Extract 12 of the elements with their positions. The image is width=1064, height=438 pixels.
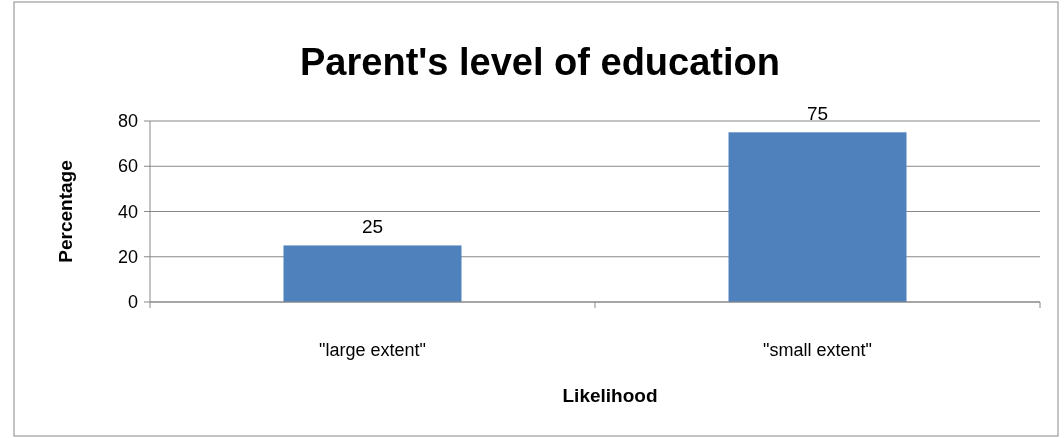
y-tick-label: 20	[117, 246, 138, 267]
data-label: 75	[806, 103, 829, 125]
x-axis-title: Likelihood	[562, 385, 658, 406]
y-axis-title: Percentage	[55, 160, 76, 263]
data-label: 25	[361, 216, 384, 238]
y-tick-label: 60	[117, 156, 138, 177]
x-tick-label: "small extent"	[763, 340, 872, 360]
y-tick-label: 0	[127, 292, 138, 312]
y-tick-label: 40	[117, 201, 138, 222]
chart-title: Parent's level of education	[300, 41, 780, 83]
x-tick-label: "large extent"	[319, 340, 426, 360]
y-tick-label: 80	[117, 111, 138, 131]
